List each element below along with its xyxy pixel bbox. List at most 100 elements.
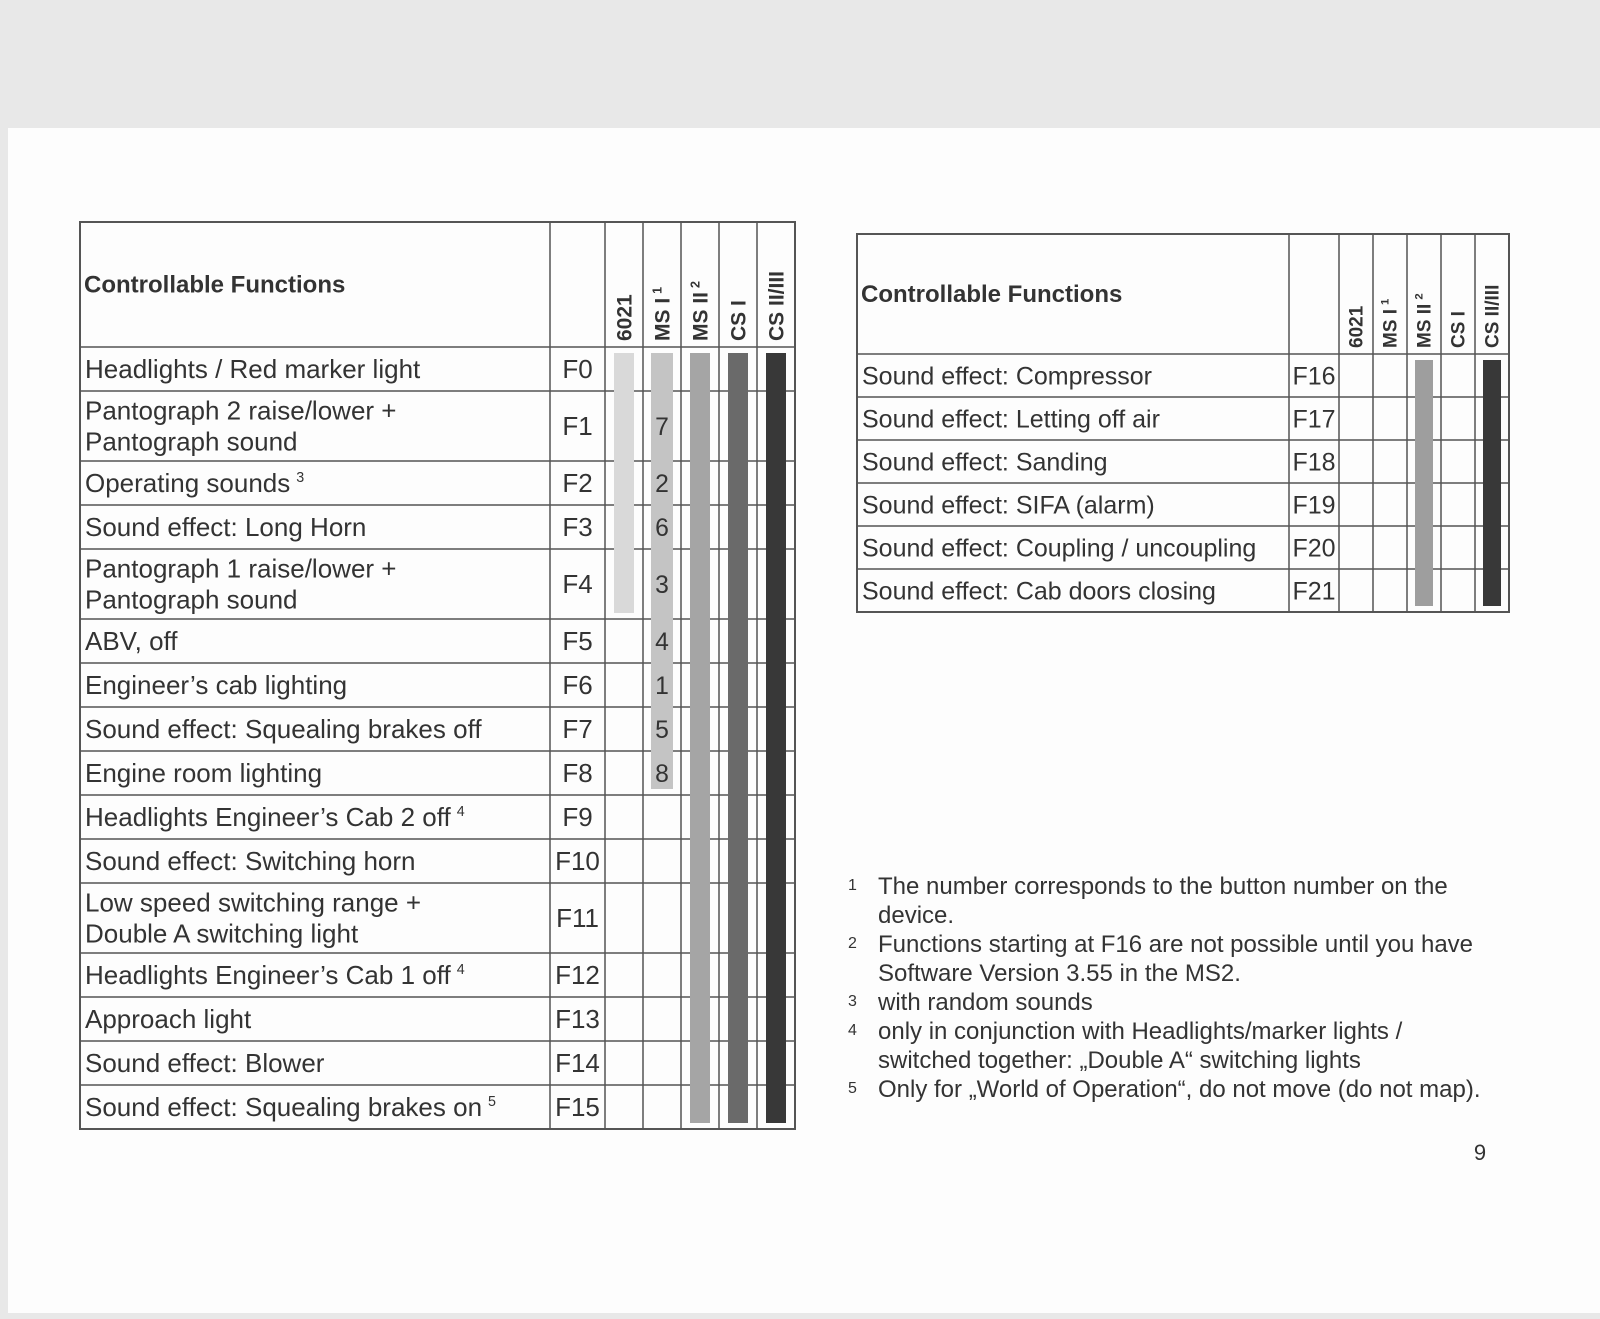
label-text: Pantograph 1 raise/lower + xyxy=(85,554,396,584)
function-key: F13 xyxy=(555,1004,600,1034)
column-header: CS I xyxy=(727,300,750,341)
label-text: Sound effect: SIFA (alarm) xyxy=(862,491,1155,519)
function-key: F1 xyxy=(562,411,592,441)
function-key: F17 xyxy=(1292,405,1335,433)
function-label: Sound effect: Compressor xyxy=(862,362,1152,390)
label-text: Sound effect: Coupling / uncoupling xyxy=(862,534,1256,562)
column-name: CS I xyxy=(1449,311,1470,348)
function-label: Sound effect: Cab doors closing xyxy=(862,577,1216,605)
availability-bar xyxy=(1415,360,1433,606)
function-key: F15 xyxy=(555,1092,600,1122)
label-text: Sound effect: Long Horn xyxy=(85,512,366,542)
function-key: F21 xyxy=(1292,577,1335,605)
function-key: F3 xyxy=(562,512,592,542)
availability-bar xyxy=(614,353,634,613)
function-key: F12 xyxy=(555,960,600,990)
function-label: Sound effect: Long Horn xyxy=(85,512,366,542)
function-label: Pantograph 1 raise/lower + xyxy=(85,554,396,584)
button-number: 5 xyxy=(655,717,669,744)
function-label: Pantograph sound xyxy=(85,585,298,615)
column-header: 6021 xyxy=(1347,305,1368,348)
function-label: Headlights Engineer’s Cab 1 off 4 xyxy=(85,960,465,990)
availability-bar xyxy=(651,353,673,789)
function-label: Engine room lighting xyxy=(85,758,322,788)
column-name: MS II xyxy=(1415,304,1436,348)
label-text: Sound effect: Squealing brakes on xyxy=(85,1092,482,1122)
label-text: Headlights Engineer’s Cab 2 off xyxy=(85,802,451,832)
label-note: 3 xyxy=(296,470,304,486)
function-key: F7 xyxy=(562,714,592,744)
label-text: Operating sounds xyxy=(85,468,290,498)
label-text: Double A switching light xyxy=(85,919,359,949)
column-note: 1 xyxy=(1380,298,1392,305)
button-number: 1 xyxy=(655,673,669,700)
availability-bar xyxy=(728,353,748,1123)
column-name: MS II xyxy=(689,292,712,341)
label-note: 5 xyxy=(488,1094,496,1110)
column-name: CS II/III xyxy=(1483,285,1504,348)
function-label: Sound effect: Squealing brakes off xyxy=(85,714,482,744)
column-header: MS II 2 xyxy=(688,281,712,341)
function-label: Pantograph sound xyxy=(85,427,298,457)
footnote-text: device. xyxy=(878,902,954,929)
function-key: F18 xyxy=(1292,448,1335,476)
footnote-text: switched together: „Double A“ switching … xyxy=(878,1047,1361,1074)
label-text: Engine room lighting xyxy=(85,758,322,788)
label-text: Sound effect: Blower xyxy=(85,1048,325,1078)
footnote-number: 3 xyxy=(848,993,857,1010)
column-header: CS II/III xyxy=(1483,285,1504,348)
function-key: F10 xyxy=(555,846,600,876)
label-text: Sound effect: Compressor xyxy=(862,362,1152,390)
label-text: Sound effect: Squealing brakes off xyxy=(85,714,482,744)
function-key: F5 xyxy=(562,626,592,656)
function-label: Sound effect: Sanding xyxy=(862,448,1108,476)
function-label: Headlights Engineer’s Cab 2 off 4 xyxy=(85,802,465,832)
availability-bar xyxy=(766,353,786,1123)
column-name: CS II/III xyxy=(765,271,788,341)
function-label: Double A switching light xyxy=(85,919,359,949)
function-label: ABV, off xyxy=(85,626,178,656)
footnote-text: Functions starting at F16 are not possib… xyxy=(878,931,1473,958)
label-text: Low speed switching range + xyxy=(85,888,421,918)
column-note: 2 xyxy=(688,281,702,288)
column-name: 6021 xyxy=(613,294,636,341)
function-label: Sound effect: Coupling / uncoupling xyxy=(862,534,1256,562)
label-text: Sound effect: Sanding xyxy=(862,448,1108,476)
button-number: 6 xyxy=(655,515,669,542)
label-text: Pantograph sound xyxy=(85,585,298,615)
footnote-number: 4 xyxy=(848,1022,857,1039)
footnote-text: Only for „World of Operation“, do not mo… xyxy=(878,1076,1480,1103)
function-key: F0 xyxy=(562,354,592,384)
label-text: Engineer’s cab lighting xyxy=(85,670,347,700)
column-note: 2 xyxy=(1414,293,1426,299)
function-label: Engineer’s cab lighting xyxy=(85,670,347,700)
button-number: 4 xyxy=(655,629,669,656)
label-text: Approach light xyxy=(85,1004,252,1034)
availability-bar xyxy=(690,353,710,1123)
function-label: Sound effect: Blower xyxy=(85,1048,325,1078)
label-text: Headlights / Red marker light xyxy=(85,354,421,384)
footnote-number: 1 xyxy=(848,877,857,894)
button-number: 2 xyxy=(655,471,669,498)
column-note: 1 xyxy=(650,287,664,294)
button-number: 7 xyxy=(655,414,669,441)
column-name: MS I xyxy=(1381,309,1402,348)
page-number: 9 xyxy=(1474,1140,1486,1165)
label-text: Sound effect: Letting off air xyxy=(862,405,1160,433)
label-note: 4 xyxy=(457,804,465,820)
label-text: Sound effect: Cab doors closing xyxy=(862,577,1216,605)
footnote-number: 5 xyxy=(848,1080,857,1097)
label-text: Headlights Engineer’s Cab 1 off xyxy=(85,960,451,990)
function-key: F20 xyxy=(1292,534,1335,562)
function-key: F9 xyxy=(562,802,592,832)
label-text: ABV, off xyxy=(85,626,178,656)
footnote-text: only in conjunction with Headlights/mark… xyxy=(878,1018,1403,1045)
function-label: Pantograph 2 raise/lower + xyxy=(85,396,396,426)
function-label: Sound effect: SIFA (alarm) xyxy=(862,491,1155,519)
button-number: 8 xyxy=(655,761,669,788)
column-name: 6021 xyxy=(1347,305,1368,348)
function-label: Low speed switching range + xyxy=(85,888,421,918)
footnote-text: Software Version 3.55 in the MS2. xyxy=(878,960,1241,987)
